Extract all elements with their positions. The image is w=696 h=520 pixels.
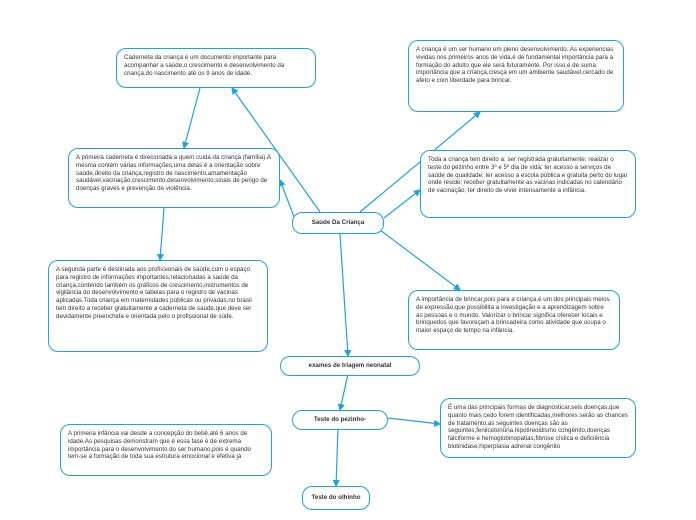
edge-n1-n3 [184,88,200,148]
node-n6[interactable]: A importância de brincar,pois para a cri… [408,290,620,350]
edge-center-n6 [380,230,460,290]
node-n11[interactable]: Teste do olhinho [302,486,370,510]
node-n3[interactable]: A primeira caderneta é direcionada a que… [68,148,280,208]
node-n9[interactable]: É uma das principais formas de diagnosti… [440,398,636,458]
edge-center-n4 [384,190,420,218]
node-n10[interactable]: A primeira infância vai desde a concepçã… [60,424,272,476]
node-n2[interactable]: A criança é um ser humano em pleno desen… [408,40,624,112]
edge-n8-n9 [388,418,440,424]
edge-n7-n8 [340,374,348,410]
edge-center-n7 [340,234,348,356]
node-n7[interactable]: exames de triagem neonatal [280,356,420,376]
node-n1[interactable]: Caderneta da criança é um documento impo… [116,48,316,88]
node-n8[interactable]: Teste do pezinho- [292,410,388,430]
node-n5[interactable]: A segunda parte é destinada aos profissi… [48,260,268,352]
node-n4[interactable]: Toda a criança tem direito a: ser regist… [420,150,636,218]
node-center[interactable]: Saúde Da Criança [292,212,384,234]
edge-n3-n5 [160,208,164,260]
edge-n8-n11 [336,428,338,486]
